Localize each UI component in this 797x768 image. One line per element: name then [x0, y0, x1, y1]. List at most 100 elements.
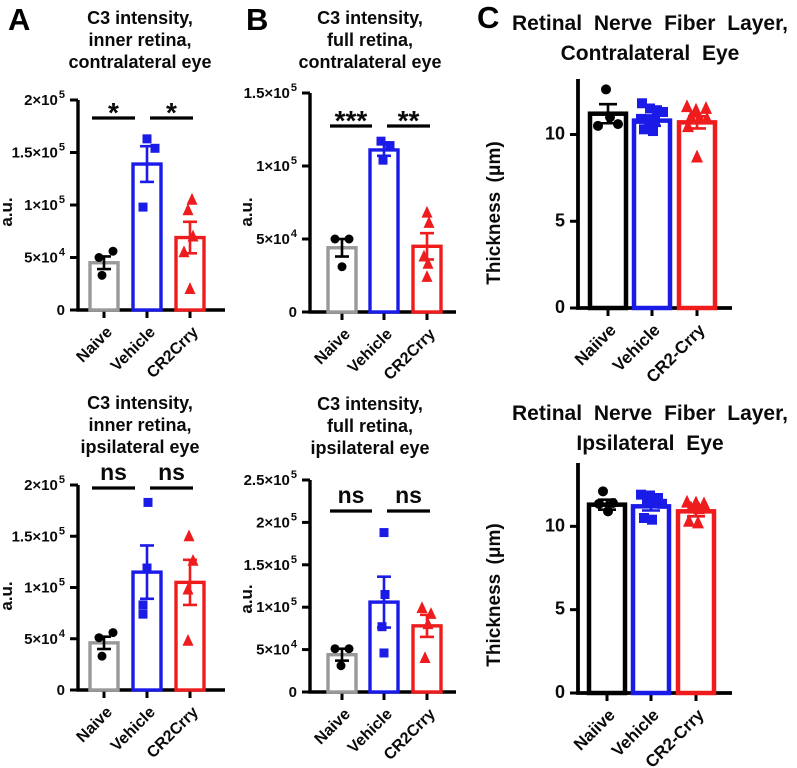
chart-svg-c-top: Retinal Nerve Fiber Layer, Contralateral …: [484, 12, 788, 387]
data-point-circle: [601, 84, 611, 95]
bar-vehicle: [131, 162, 163, 312]
data-point-triangle: [683, 513, 695, 527]
data-point-square: [644, 114, 654, 125]
data-point-triangle: [178, 245, 190, 258]
data-point-square: [652, 105, 662, 116]
data-point-square: [645, 490, 655, 501]
data-point-triangle: [186, 192, 198, 205]
y-tick-label: 2×105: [24, 89, 65, 109]
y-tick-label: 1.5×105: [12, 525, 65, 545]
y-tick-label: 5×104: [24, 247, 66, 267]
significance-label: ns: [158, 459, 185, 485]
data-point-triangle: [418, 249, 430, 262]
chart-title-line: full retina,: [327, 416, 413, 436]
data-point-circle: [613, 119, 623, 130]
chart-title-line: Retinal Nerve Fiber Layer,: [512, 402, 788, 425]
data-point-square: [637, 98, 647, 109]
significance-label: ns: [395, 482, 422, 508]
significance-label: ns: [338, 482, 365, 508]
data-point-square: [378, 155, 388, 165]
data-point-circle: [97, 651, 107, 661]
significance-label: *: [108, 97, 119, 128]
data-point-triangle: [422, 257, 434, 269]
data-point-circle: [594, 498, 604, 509]
y-axis-label: Thickness (μm): [484, 141, 505, 284]
data-point-triangle: [182, 203, 194, 216]
data-point-square: [647, 514, 657, 525]
data-point-circle: [330, 234, 340, 244]
data-point-circle: [336, 661, 346, 671]
data-point-triangle: [182, 633, 194, 646]
chart-title-line: C3 intensity,: [87, 8, 193, 28]
y-tick-label: 10: [545, 515, 565, 535]
y-tick-label: 1×105: [24, 577, 65, 597]
data-point-triangle: [416, 601, 428, 613]
chart-b-bot: C3 intensity, full retina, ipsilateral eye…: [237, 384, 470, 768]
data-point-triangle: [691, 149, 703, 163]
bar-vehicle: [368, 148, 400, 314]
data-point-square: [650, 115, 660, 126]
data-point-square: [143, 497, 153, 507]
data-point-square: [377, 622, 387, 632]
data-point-triangle: [685, 500, 697, 514]
data-point-square: [380, 589, 390, 599]
y-tick-label: 2×105: [256, 511, 297, 531]
bar-cr2-crry: [675, 509, 717, 696]
data-point-square: [645, 103, 655, 114]
data-point-triangle: [419, 651, 431, 664]
bar-vehicle: [631, 118, 673, 311]
data-point-triangle: [425, 607, 437, 619]
data-point-triangle: [187, 229, 199, 242]
chart-svg-c-bot: Retinal Nerve Fiber Layer, Ipsilateral Ey…: [484, 402, 788, 768]
chart-title-line: inner retina,: [88, 415, 191, 435]
y-tick-label: 1×105: [24, 194, 65, 214]
chart-c-top: Retinal Nerve Fiber Layer, Contralateral …: [470, 0, 797, 387]
y-tick-label: 1×105: [256, 596, 297, 616]
chart-title-line: Ipsilateral Eye: [576, 432, 723, 455]
y-axis-label: a.u.: [240, 584, 256, 613]
data-point-square: [650, 497, 660, 508]
data-point-circle: [108, 628, 118, 638]
chart-title-line: ipsilateral eye: [310, 438, 429, 458]
data-point-triangle: [681, 99, 693, 113]
y-tick-label: 1.5×105: [244, 82, 297, 102]
data-point-triangle: [182, 582, 194, 595]
data-point-square: [138, 600, 148, 610]
chart-c-bot: Retinal Nerve Fiber Layer, Ipsilateral Ey…: [470, 384, 797, 768]
y-axis-label: a.u.: [0, 197, 16, 226]
data-point-circle: [344, 644, 354, 654]
data-point-square: [138, 202, 148, 212]
data-point-circle: [593, 120, 603, 131]
bar-naive: [88, 261, 120, 312]
data-point-circle: [598, 486, 608, 497]
y-tick-label: 5: [555, 210, 565, 230]
y-tick-label: 5×104: [24, 628, 66, 648]
chart-title-line: contralateral eye: [68, 52, 211, 72]
data-point-triangle: [701, 111, 713, 125]
data-point-square: [142, 134, 152, 144]
chart-title-line: ipsilateral eye: [80, 437, 199, 457]
data-point-circle: [603, 506, 613, 517]
data-point-square: [648, 126, 658, 137]
data-point-triangle: [692, 515, 704, 529]
y-tick-label: 0: [289, 304, 297, 321]
data-point-circle: [330, 644, 340, 654]
panel-label-A: A: [8, 2, 31, 37]
data-point-square: [639, 513, 649, 523]
data-point-square: [385, 141, 395, 151]
data-point-circle: [108, 246, 118, 256]
data-point-square: [379, 648, 389, 658]
y-axis-label: a.u.: [0, 581, 16, 610]
chart-a-top: C3 intensity, inner retina, contralateral …: [0, 0, 238, 384]
data-point-square: [376, 136, 386, 146]
panel-label-B: B: [246, 2, 269, 37]
data-point-triangle: [421, 270, 433, 282]
data-point-square: [657, 498, 667, 509]
y-tick-label: 0: [57, 682, 65, 699]
data-point-triangle: [682, 119, 694, 133]
data-point-circle: [605, 112, 615, 123]
bar-naiive: [586, 502, 628, 696]
data-point-circle: [344, 234, 354, 244]
y-tick-label: 5×104: [256, 228, 298, 248]
